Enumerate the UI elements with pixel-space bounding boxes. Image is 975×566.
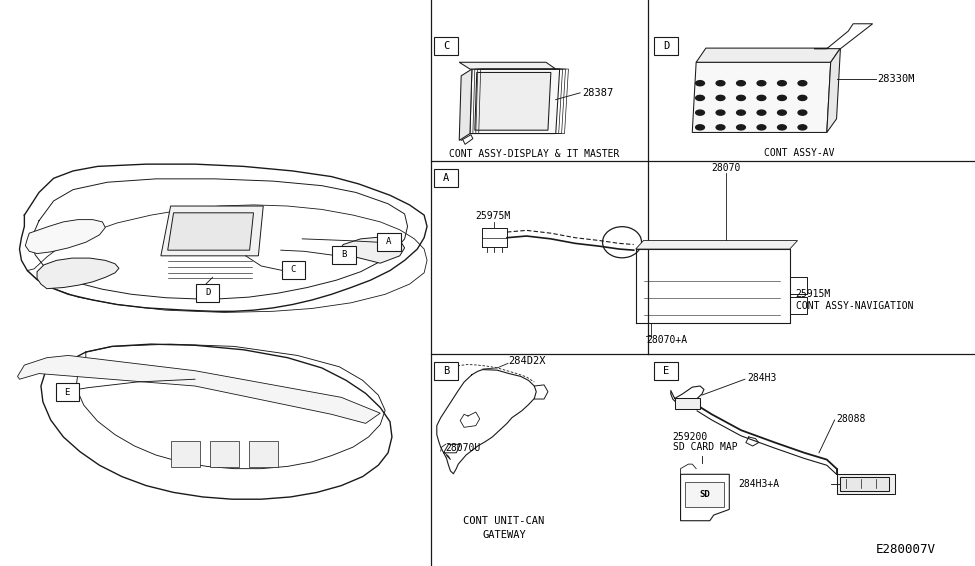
Circle shape	[695, 95, 704, 101]
Polygon shape	[840, 477, 889, 491]
Polygon shape	[696, 48, 840, 62]
Text: CONT ASSY-AV: CONT ASSY-AV	[764, 148, 835, 158]
Polygon shape	[18, 355, 380, 423]
FancyBboxPatch shape	[377, 233, 401, 251]
Text: C: C	[291, 265, 296, 275]
Circle shape	[695, 80, 704, 86]
Polygon shape	[636, 241, 798, 249]
FancyBboxPatch shape	[435, 37, 458, 55]
Polygon shape	[681, 474, 729, 521]
Polygon shape	[161, 206, 263, 256]
Text: GATEWAY: GATEWAY	[483, 530, 526, 541]
FancyBboxPatch shape	[435, 362, 458, 380]
Text: 284D2X: 284D2X	[508, 355, 545, 366]
FancyBboxPatch shape	[435, 169, 458, 187]
Polygon shape	[837, 474, 895, 494]
Text: 284H3: 284H3	[747, 372, 776, 383]
Polygon shape	[475, 72, 551, 130]
Polygon shape	[685, 482, 724, 507]
Circle shape	[798, 125, 807, 130]
Polygon shape	[339, 237, 405, 263]
Circle shape	[777, 125, 786, 130]
Polygon shape	[814, 24, 873, 49]
FancyBboxPatch shape	[56, 383, 79, 401]
Text: 284H3+A: 284H3+A	[738, 479, 779, 489]
Text: 28070U: 28070U	[446, 443, 481, 453]
Text: CONT ASSY-NAVIGATION: CONT ASSY-NAVIGATION	[796, 301, 914, 311]
Text: SD: SD	[699, 490, 711, 499]
Text: 259200: 259200	[673, 432, 708, 442]
Circle shape	[737, 80, 746, 86]
Text: D: D	[205, 288, 211, 297]
Text: SD CARD MAP: SD CARD MAP	[673, 442, 737, 452]
Circle shape	[757, 110, 766, 115]
Polygon shape	[37, 258, 119, 289]
Circle shape	[716, 125, 725, 130]
Circle shape	[716, 110, 725, 115]
Polygon shape	[675, 398, 700, 409]
Text: 28330M: 28330M	[878, 74, 915, 84]
FancyBboxPatch shape	[332, 246, 356, 264]
Text: CONT ASSY-DISPLAY & IT MASTER: CONT ASSY-DISPLAY & IT MASTER	[449, 149, 619, 159]
Text: B: B	[443, 366, 449, 376]
Text: C: C	[443, 41, 449, 52]
Circle shape	[777, 110, 786, 115]
Circle shape	[737, 110, 746, 115]
Text: B: B	[341, 250, 347, 259]
Polygon shape	[459, 69, 472, 140]
Text: 28387: 28387	[582, 88, 613, 98]
Text: E280007V: E280007V	[876, 543, 936, 555]
Circle shape	[798, 95, 807, 101]
Polygon shape	[459, 62, 556, 69]
Circle shape	[695, 125, 704, 130]
Circle shape	[737, 125, 746, 130]
Text: A: A	[386, 237, 392, 246]
Polygon shape	[168, 213, 254, 250]
Bar	[210, 441, 239, 467]
FancyBboxPatch shape	[654, 37, 678, 55]
Circle shape	[757, 125, 766, 130]
Text: 28070+A: 28070+A	[646, 335, 687, 345]
Text: D: D	[663, 41, 669, 52]
Text: E: E	[663, 366, 669, 376]
Text: CONT UNIT-CAN: CONT UNIT-CAN	[463, 516, 545, 526]
Circle shape	[716, 80, 725, 86]
FancyBboxPatch shape	[282, 261, 305, 279]
Circle shape	[798, 80, 807, 86]
Text: 25915M: 25915M	[796, 289, 831, 299]
Bar	[249, 441, 278, 467]
Polygon shape	[25, 220, 105, 254]
Text: A: A	[443, 173, 449, 183]
Polygon shape	[827, 48, 840, 132]
Circle shape	[695, 110, 704, 115]
Circle shape	[777, 80, 786, 86]
Text: 28088: 28088	[837, 414, 866, 424]
Circle shape	[737, 95, 746, 101]
FancyBboxPatch shape	[196, 284, 219, 302]
Text: 25975M: 25975M	[476, 211, 511, 221]
Circle shape	[777, 95, 786, 101]
Circle shape	[757, 80, 766, 86]
Circle shape	[757, 95, 766, 101]
Circle shape	[716, 95, 725, 101]
Text: E: E	[64, 388, 70, 397]
Text: 28070: 28070	[712, 163, 741, 173]
Polygon shape	[470, 69, 560, 134]
FancyBboxPatch shape	[654, 362, 678, 380]
Circle shape	[798, 110, 807, 115]
Polygon shape	[692, 62, 831, 132]
Bar	[171, 441, 200, 467]
